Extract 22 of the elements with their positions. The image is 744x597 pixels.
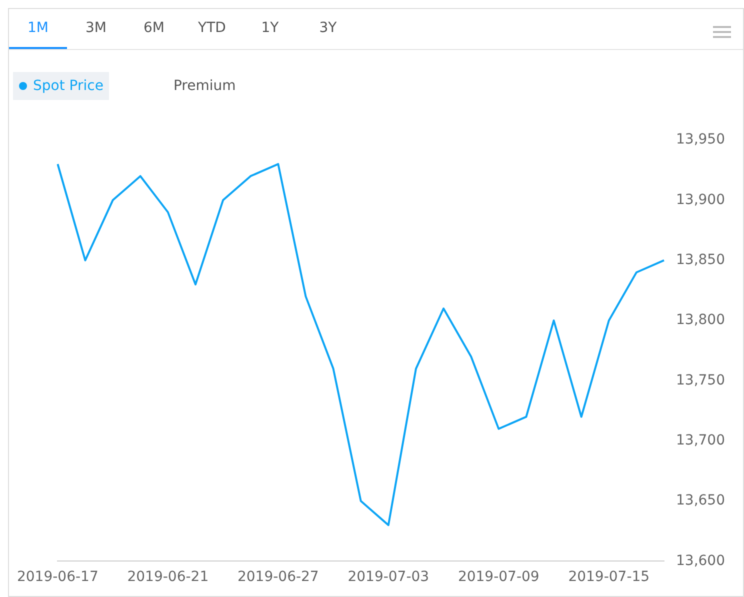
x-tick-label: 2019-07-15 <box>568 569 650 586</box>
x-tick-label: 2019-07-09 <box>458 569 540 586</box>
text: 1Y <box>260 19 280 38</box>
legend-label: Spot Price <box>33 78 104 94</box>
text: 3M <box>84 19 108 38</box>
text: 6M <box>142 19 166 38</box>
x-tick-label: 2019-06-17 <box>16 569 98 586</box>
y-tick-label: 13,850 <box>676 252 726 268</box>
x-tick-label: 2019-06-21 <box>127 569 209 586</box>
legend-label: Premium <box>173 78 236 94</box>
y-tick-label: 13,600 <box>676 552 726 569</box>
y-tick-label: 13,950 <box>676 132 726 148</box>
text: 1M <box>9 9 67 49</box>
text: YTD <box>197 19 227 38</box>
x-tick-label: 2019-07-03 <box>348 569 430 586</box>
x-tick-label: 2019-06-27 <box>237 569 319 586</box>
y-tick-label: 13,650 <box>676 492 726 509</box>
y-tick-label: 13,800 <box>676 312 726 328</box>
text: 3Y <box>318 19 338 38</box>
y-tick-label: 13,900 <box>676 192 726 208</box>
y-tick-label: 13,750 <box>676 372 726 388</box>
y-tick-label: 13,700 <box>676 432 726 448</box>
